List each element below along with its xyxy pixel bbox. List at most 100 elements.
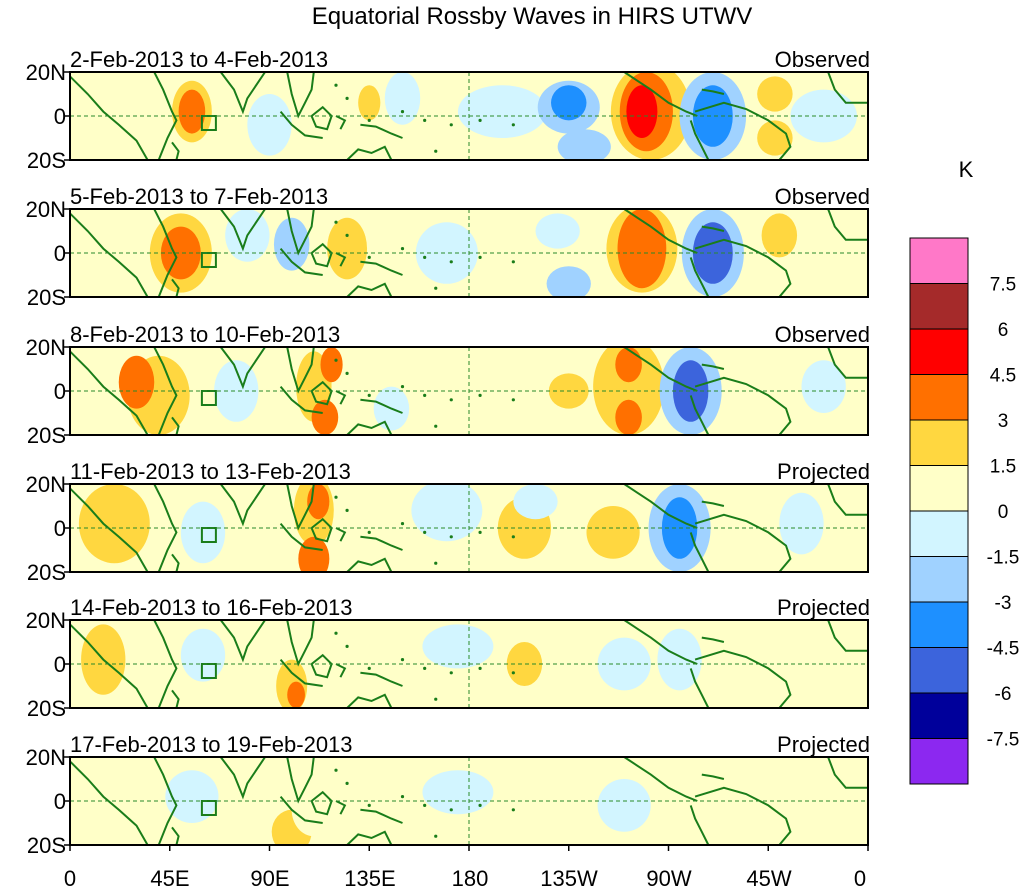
reference-box	[200, 115, 217, 131]
colorbar-swatch	[909, 510, 969, 557]
lat-label-20n: 20N	[26, 472, 66, 497]
anomaly-contour	[757, 120, 793, 156]
anomaly-contour	[586, 506, 640, 559]
anomaly-contour	[757, 76, 793, 112]
anomaly-contour	[657, 628, 702, 691]
map-panel-4: 20N 0 20S 11-Feb-2013 to 13-Feb-2013 Project…	[26, 459, 870, 585]
lat-label-20s: 20S	[27, 423, 66, 448]
anomaly-contour	[320, 347, 343, 383]
colorbar-label: -6	[995, 684, 1012, 705]
anomaly-contour	[672, 360, 709, 422]
colorbar-swatch	[909, 556, 969, 603]
anomaly-contour	[327, 217, 368, 280]
panel-status: Observed	[775, 322, 870, 347]
anomaly-contour	[180, 501, 226, 564]
lat-label-0: 0	[54, 104, 66, 129]
coastlines	[70, 209, 868, 297]
coastlines	[70, 484, 868, 572]
anomaly-contour	[692, 85, 733, 147]
anomaly-contour	[551, 85, 587, 121]
anomaly-contour	[723, 355, 769, 427]
lon-label-90w: 90W	[646, 866, 691, 890]
anomaly-contour	[180, 628, 226, 682]
lat-label-20n: 20N	[26, 197, 66, 222]
lat-label-20s: 20S	[27, 833, 66, 858]
anomaly-contour	[557, 129, 611, 160]
lon-label-90e: 90E	[250, 866, 289, 890]
anomaly-contour	[78, 484, 150, 564]
longitude-axis: 0 45E 90E 135E 180 135W 90W 45W 0	[64, 866, 866, 890]
lon-label-0: 0	[64, 866, 76, 890]
colorbar-label: 4.5	[990, 366, 1016, 387]
anomaly-contour	[298, 536, 330, 572]
lon-label-45e: 45E	[150, 866, 189, 890]
lat-label-20n: 20N	[26, 745, 66, 770]
lon-label-0-end: 0	[854, 866, 866, 890]
colorbar-label: -7.5	[987, 730, 1020, 751]
reference-box	[200, 390, 217, 406]
anomaly-contour	[411, 484, 483, 542]
anomaly-contour	[83, 765, 146, 828]
lat-label-20n: 20N	[26, 608, 66, 633]
anomaly-contour	[422, 770, 494, 815]
panel-date-range: 5-Feb-2013 to 7-Feb-2013	[70, 184, 328, 209]
lat-label-0: 0	[54, 241, 66, 266]
panel-status: Observed	[775, 47, 870, 72]
anomaly-contour	[358, 85, 381, 121]
panel-date-range: 17-Feb-2013 to 19-Feb-2013	[70, 732, 353, 757]
anomaly-contour	[546, 266, 591, 297]
colorbar-swatch	[909, 465, 969, 512]
panel-date-range: 14-Feb-2013 to 16-Feb-2013	[70, 595, 353, 620]
colorbar-label: -3	[995, 593, 1012, 614]
panel-date-range: 11-Feb-2013 to 13-Feb-2013	[70, 459, 351, 484]
anomaly-contour	[415, 222, 478, 284]
lat-label-20s: 20S	[27, 285, 66, 310]
lat-label-20s: 20S	[27, 148, 66, 173]
anomaly-contour	[287, 681, 305, 708]
anomaly-contour	[726, 488, 767, 542]
anomaly-contour	[384, 72, 421, 125]
reference-box	[200, 252, 217, 268]
anomaly-contour	[626, 85, 658, 138]
anomaly-contour	[291, 783, 337, 837]
lat-label-20n: 20N	[26, 60, 66, 85]
figure-title: Equatorial Rossby Waves in HIRS UTWV	[312, 3, 753, 30]
colorbar-swatch	[909, 374, 969, 421]
lon-label-135e: 135E	[344, 866, 395, 890]
anomaly-contour	[535, 213, 580, 249]
lat-label-0: 0	[54, 379, 66, 404]
map-panel-5: 20N 0 20S 14-Feb-2013 to 16-Feb-2013 Project…	[26, 595, 870, 721]
lon-label-135w: 135W	[540, 866, 598, 890]
lon-label-180: 180	[452, 866, 489, 890]
lat-label-0: 0	[54, 516, 66, 541]
anomaly-contour	[273, 217, 310, 271]
colorbar-label: 7.5	[990, 275, 1016, 296]
coastlines	[70, 757, 868, 845]
colorbar-swatch	[909, 738, 969, 785]
anomaly-field	[132, 72, 857, 160]
anomaly-contour	[779, 253, 824, 289]
colorbar-swatch	[909, 419, 969, 466]
anomaly-contour	[692, 222, 733, 284]
colorbar-swatch	[909, 237, 969, 284]
panel-date-range: 8-Feb-2013 to 10-Feb-2013	[70, 322, 340, 347]
colorbar-label: -1.5	[987, 548, 1020, 569]
coastlines	[70, 72, 868, 160]
panel-status: Projected	[777, 595, 870, 620]
anomaly-contour	[118, 355, 155, 409]
map-panel-1: 20N 0 20S 2-Feb-2013 to 4-Feb-2013 Observed	[26, 47, 870, 173]
anomaly-contour	[708, 637, 762, 708]
panel-status: Observed	[775, 184, 870, 209]
lat-label-20s: 20S	[27, 560, 66, 585]
anomaly-contour	[311, 399, 339, 435]
anomaly-contour	[247, 94, 292, 156]
anomaly-contour	[513, 484, 558, 520]
reference-box	[200, 800, 217, 816]
anomaly-contour	[457, 85, 547, 138]
anomaly-field	[83, 765, 767, 845]
reference-box	[200, 527, 217, 543]
lat-label-20s: 20S	[27, 696, 66, 721]
anomaly-contour	[165, 770, 219, 823]
anomaly-contour	[422, 624, 494, 669]
